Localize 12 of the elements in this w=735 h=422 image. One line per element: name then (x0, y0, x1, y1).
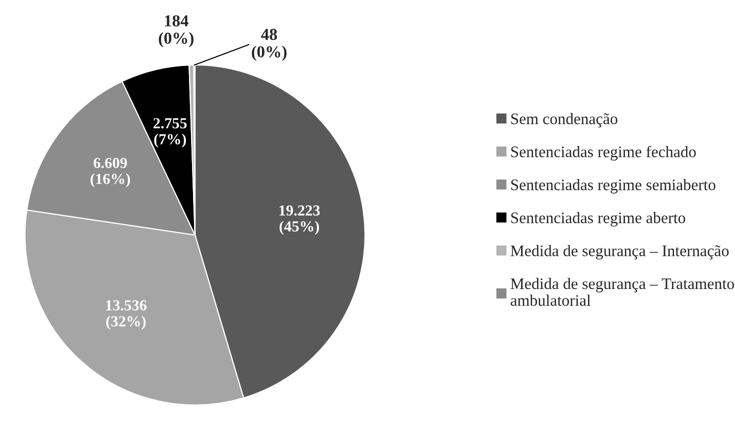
data-label: 13.536 (32%) (106, 300, 147, 330)
data-label: 2.755 (7%) (154, 118, 187, 148)
data-label: 19.223 (45%) (280, 205, 320, 235)
legend-label: Medida de segurança – Internação (510, 244, 729, 260)
legend-label: Sentenciadas regime aberto (511, 212, 686, 227)
data-label: 184 (0%) (158, 15, 194, 48)
legend-label: Medida de segurança – Tratamento ambulatorial (510, 278, 734, 306)
legend-label: Sentenciadas regime semiaberto (511, 178, 716, 194)
data-label: 48 (0%) (252, 28, 287, 61)
legend-label: Sentenciadas regime fechado (511, 146, 696, 161)
legend-label: Sem condenação (511, 112, 618, 128)
data-label: 6.609 (16%) (90, 158, 130, 188)
